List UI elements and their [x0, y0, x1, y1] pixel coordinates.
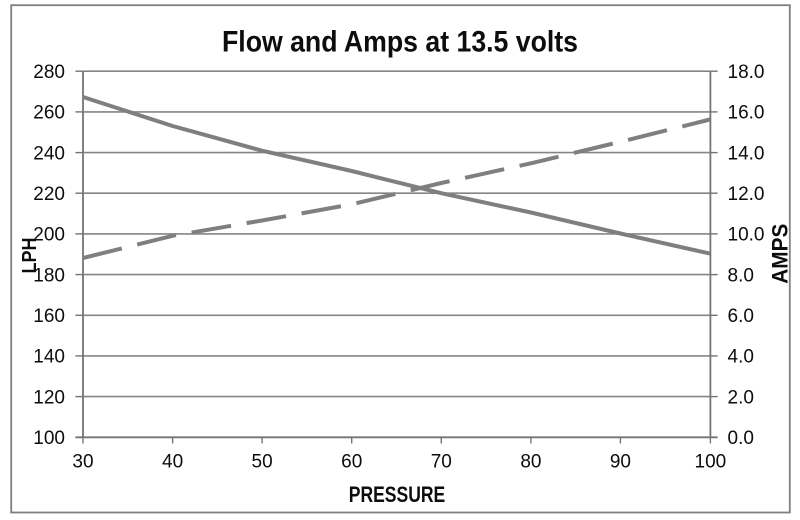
svg-text:200: 200 [33, 225, 65, 246]
svg-text:260: 260 [33, 103, 65, 124]
svg-text:100: 100 [33, 428, 65, 449]
svg-text:LPH: LPH [19, 238, 41, 274]
svg-text:90: 90 [610, 452, 631, 473]
svg-text:140: 140 [33, 347, 65, 368]
svg-text:100: 100 [695, 452, 727, 473]
svg-text:10.0: 10.0 [728, 225, 765, 246]
svg-text:60: 60 [341, 452, 362, 473]
svg-text:30: 30 [72, 452, 93, 473]
svg-text:160: 160 [33, 306, 65, 327]
svg-text:0.0: 0.0 [728, 428, 754, 449]
svg-text:12.0: 12.0 [728, 184, 765, 205]
svg-text:8.0: 8.0 [728, 265, 754, 286]
svg-text:18.0: 18.0 [728, 62, 765, 83]
svg-text:AMPS: AMPS [768, 224, 793, 284]
svg-text:6.0: 6.0 [728, 306, 754, 327]
svg-text:4.0: 4.0 [728, 347, 754, 368]
svg-text:16.0: 16.0 [728, 103, 765, 124]
svg-text:Flow and Amps at 13.5 volts: Flow and Amps at 13.5 volts [222, 26, 578, 59]
svg-text:220: 220 [33, 184, 65, 205]
svg-text:180: 180 [33, 265, 65, 286]
svg-text:70: 70 [431, 452, 452, 473]
svg-text:280: 280 [33, 62, 65, 83]
svg-text:40: 40 [162, 452, 183, 473]
svg-text:80: 80 [520, 452, 541, 473]
svg-text:14.0: 14.0 [728, 143, 765, 164]
svg-text:240: 240 [33, 143, 65, 164]
svg-text:2.0: 2.0 [728, 387, 754, 408]
svg-text:PRESSURE: PRESSURE [349, 482, 446, 507]
svg-text:120: 120 [33, 387, 65, 408]
svg-text:50: 50 [252, 452, 273, 473]
